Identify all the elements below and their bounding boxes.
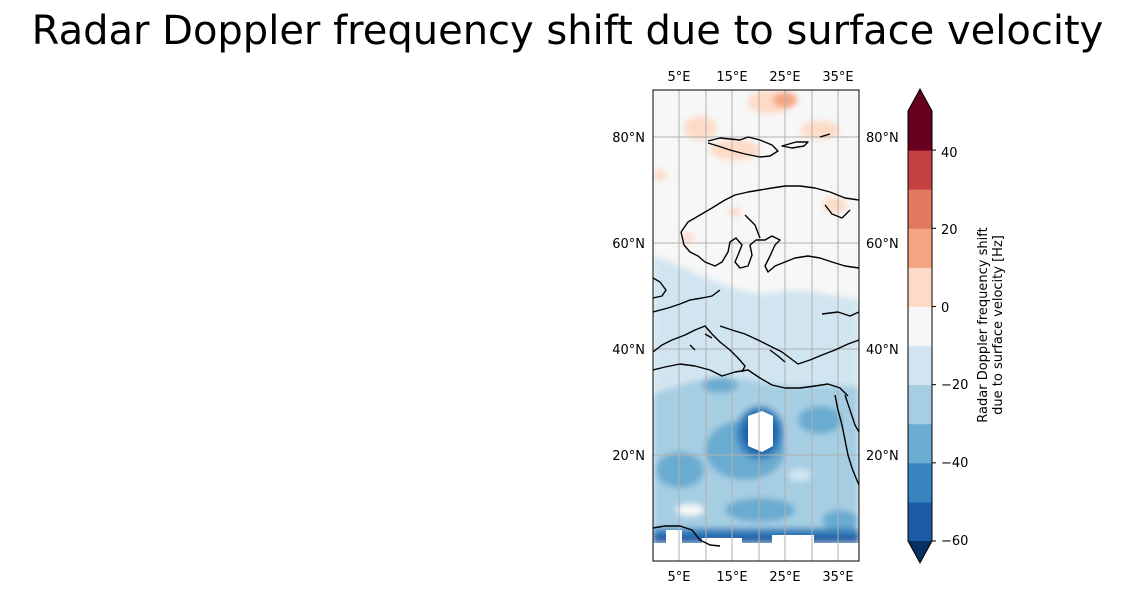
coastline-white-sea bbox=[824, 204, 851, 219]
colorbar-segment bbox=[908, 267, 932, 307]
coastline-gulf-guinea bbox=[653, 525, 721, 547]
coastline-balkans-turkey bbox=[719, 325, 859, 365]
colorbar-tick: 20 bbox=[941, 223, 958, 238]
colorbar-tick: −40 bbox=[941, 456, 968, 471]
coastline-gulf-bothnia bbox=[744, 214, 761, 239]
field-patch-plus10 bbox=[682, 233, 694, 243]
coastline-scandinavia-north bbox=[680, 185, 859, 233]
colorbar-segment bbox=[908, 384, 932, 425]
colorbar-segment bbox=[908, 306, 932, 347]
coastline-baltic bbox=[680, 231, 859, 273]
coastline-islands bbox=[689, 333, 713, 351]
coastline-black-sea bbox=[821, 311, 859, 317]
field-patch-minus30 bbox=[798, 406, 842, 434]
coastline-aegean bbox=[769, 349, 786, 363]
missing-data-area bbox=[653, 543, 859, 561]
lon-tick-top: 5°E bbox=[668, 70, 691, 85]
field-patch-plus10 bbox=[654, 169, 666, 181]
lon-tick-bottom: 15°E bbox=[716, 570, 747, 585]
doppler-field bbox=[653, 90, 859, 561]
coastline-red-sea-west bbox=[834, 394, 859, 486]
colorbar-extend-max bbox=[908, 89, 932, 111]
coastlines bbox=[653, 133, 859, 547]
colorbar-label-line2: due to surface velocity [Hz] bbox=[991, 235, 1006, 415]
colorbar-segment bbox=[908, 345, 932, 386]
coastline-svalbard bbox=[707, 136, 779, 158]
coastline-british-isles bbox=[653, 277, 667, 299]
colorbar-tick: 0 bbox=[941, 301, 949, 316]
field-patch-plus10 bbox=[684, 116, 716, 140]
colorbar-segment bbox=[908, 111, 932, 151]
colorbar-segment bbox=[908, 501, 932, 542]
lon-tick-top: 25°E bbox=[769, 70, 800, 85]
missing-data-area bbox=[748, 411, 773, 452]
lat-tick-left: 60°N bbox=[612, 237, 645, 252]
lat-tick-left: 80°N bbox=[612, 131, 645, 146]
colorbar-segment bbox=[908, 462, 932, 503]
lat-tick-right: 20°N bbox=[866, 449, 899, 464]
gridlines bbox=[653, 90, 859, 561]
field-patch-plus10 bbox=[823, 197, 847, 213]
map-frame bbox=[652, 89, 860, 562]
field-patch-zero bbox=[676, 504, 704, 516]
coastline-red-sea-east bbox=[844, 394, 859, 433]
field-patch-plus10 bbox=[710, 140, 760, 160]
lat-tick-left: 40°N bbox=[612, 343, 645, 358]
lon-tick-bottom: 35°E bbox=[822, 570, 853, 585]
field-patch-minus30 bbox=[656, 452, 704, 488]
colorbar-label-line1: Radar Doppler frequency shift bbox=[976, 227, 991, 422]
field-strip-minus40 bbox=[653, 528, 859, 538]
lat-tick-right: 80°N bbox=[866, 131, 899, 146]
colorbar bbox=[907, 87, 936, 565]
colorbar-tick: −20 bbox=[941, 378, 968, 393]
coastline-island bbox=[781, 141, 809, 149]
field-patch-plus10 bbox=[729, 207, 741, 217]
lon-tick-bottom: 5°E bbox=[668, 570, 691, 585]
field-strip-minus50 bbox=[653, 535, 859, 543]
lat-tick-right: 60°N bbox=[866, 237, 899, 252]
missing-data-area bbox=[772, 535, 814, 543]
colorbar-segment bbox=[908, 423, 932, 464]
lat-tick-left: 20°N bbox=[612, 449, 645, 464]
missing-data-area bbox=[666, 530, 682, 543]
lon-tick-top: 35°E bbox=[822, 70, 853, 85]
lat-tick-right: 40°N bbox=[866, 343, 899, 358]
chart-title: Radar Doppler frequency shift due to sur… bbox=[31, 8, 1104, 54]
lon-tick-top: 15°E bbox=[716, 70, 747, 85]
field-patch-minus30 bbox=[702, 377, 738, 393]
colorbar-extend-min bbox=[908, 541, 932, 563]
lon-tick-bottom: 25°E bbox=[769, 570, 800, 585]
coastline-north-sea bbox=[653, 289, 721, 313]
colorbar-segment bbox=[908, 150, 932, 190]
field-patch-minus10 bbox=[788, 469, 812, 481]
coastline-island bbox=[819, 133, 831, 138]
field-patch-minus30 bbox=[725, 498, 795, 522]
coastline-north-africa bbox=[653, 363, 849, 397]
missing-data-area bbox=[702, 538, 742, 543]
colorbar-segment bbox=[908, 189, 932, 229]
coastline-mediterranean-north bbox=[653, 325, 746, 373]
colorbar-segment bbox=[908, 228, 932, 268]
field-patch-minus30 bbox=[822, 510, 858, 530]
colorbar-tick: 40 bbox=[941, 146, 958, 161]
colorbar-tick: −60 bbox=[941, 534, 968, 549]
